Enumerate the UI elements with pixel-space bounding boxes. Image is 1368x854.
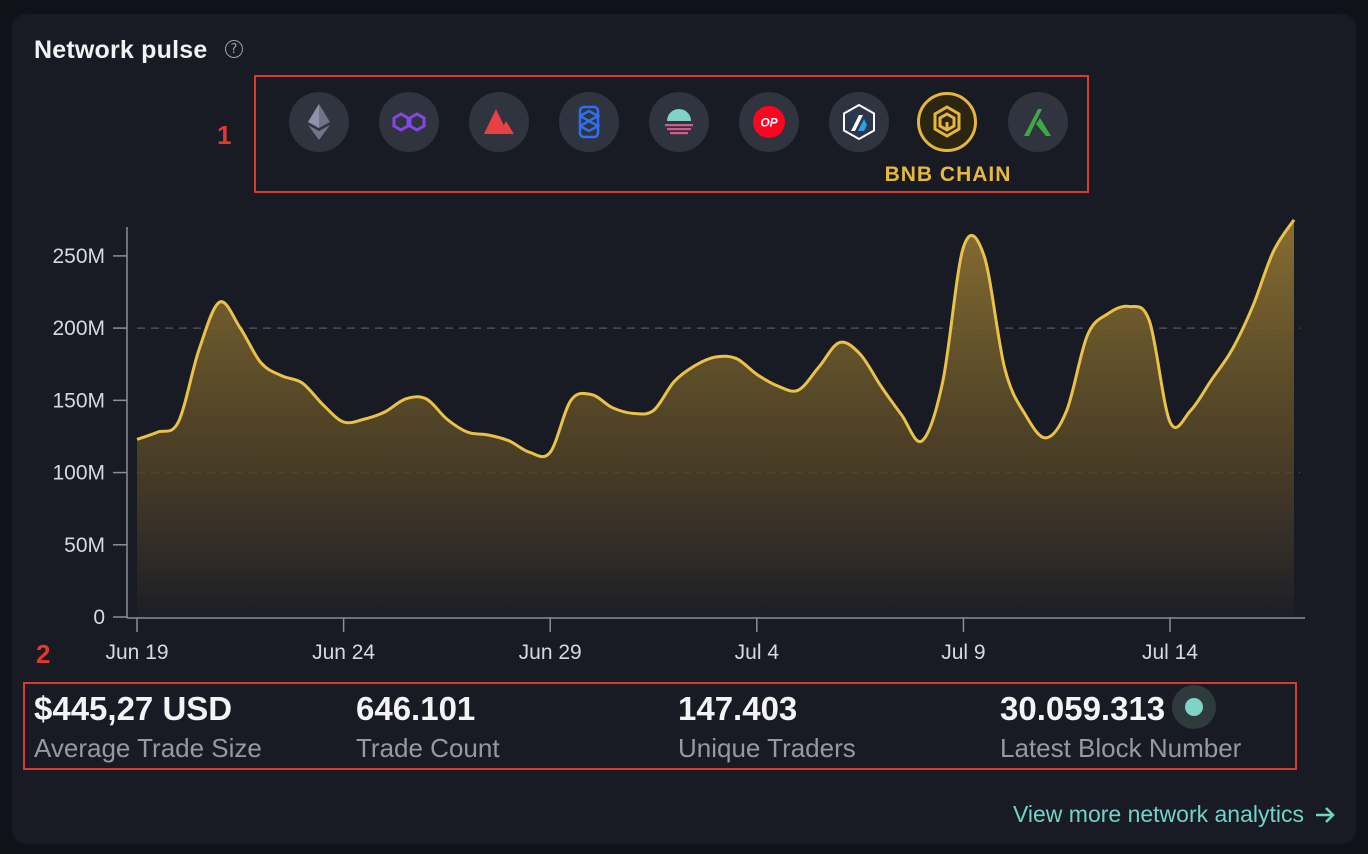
stat-unique-traders-label: Unique Traders: [678, 733, 856, 763]
x-tick-label-3: Jul 4: [735, 641, 780, 664]
celo-icon: [665, 109, 693, 135]
stat-latest-block-label: Latest Block Number: [1000, 733, 1242, 763]
chain-arbitrum-button[interactable]: [829, 92, 889, 152]
annotation-box-stats: [23, 682, 1297, 770]
y-tick-label-5: 250M: [52, 245, 105, 268]
x-tick-label-0: Jun 19: [105, 641, 168, 664]
arrow-right-icon: [1316, 806, 1335, 823]
annotation-box-chains: [254, 75, 1089, 193]
polygon-icon: [392, 112, 426, 132]
stat-average-trade-size-label: Average Trade Size: [34, 733, 262, 763]
view-more-analytics-label: View more network analytics: [1012, 801, 1304, 827]
y-tick-label-0: 0: [93, 606, 105, 629]
selected-chain-label: BNB CHAIN: [884, 163, 1012, 186]
y-tick-label-3: 150M: [52, 389, 105, 412]
x-tick-label-1: Jun 24: [312, 641, 375, 664]
y-tick-label-2: 100M: [52, 462, 105, 485]
fantom-icon: [578, 105, 601, 139]
avalanche-icon: [484, 109, 514, 134]
stat-unique-traders-value: 147.403: [678, 690, 798, 727]
annotation-number-2: 2: [36, 639, 51, 669]
optimism-icon: OP: [753, 106, 785, 138]
chain-fantom-button[interactable]: [559, 92, 619, 152]
chain-celo-button[interactable]: [649, 92, 709, 152]
chain-bnb-button[interactable]: [917, 92, 977, 152]
algorand-icon: [1024, 109, 1051, 136]
x-tick-label-4: Jul 9: [941, 641, 985, 664]
view-more-analytics-link[interactable]: View more network analytics: [1013, 801, 1336, 828]
stat-trade-count-value: 646.101: [356, 690, 476, 727]
y-tick-label-1: 50M: [64, 534, 105, 557]
chain-optimism-button[interactable]: OP: [739, 92, 799, 152]
optimism-text: OP: [760, 116, 778, 130]
chain-avalanche-button[interactable]: [469, 92, 529, 152]
stat-latest-block-value: 30.059.313: [1000, 690, 1166, 727]
help-icon[interactable]: ?: [225, 40, 243, 58]
x-tick-label-5: Jul 14: [1142, 641, 1198, 664]
chart-series-line: [136, 218, 1296, 459]
live-indicator-icon: [1172, 685, 1216, 729]
chart-area-fill: [137, 219, 1294, 617]
x-tick-label-2: Jun 29: [519, 641, 582, 664]
annotation-number-1: 1: [217, 120, 232, 150]
chain-algorand-button[interactable]: [1008, 92, 1068, 152]
chain-ethereum-button[interactable]: [289, 92, 349, 152]
arbitrum-icon: [843, 103, 875, 141]
stat-average-trade-size-value: $445,27 USD: [34, 690, 233, 727]
bnb-chain-icon: [933, 105, 961, 138]
chain-polygon-button[interactable]: [379, 92, 439, 152]
y-tick-label-4: 200M: [52, 317, 105, 340]
page-title: Network pulse: [34, 36, 208, 64]
ethereum-icon: [308, 104, 330, 140]
stat-trade-count-label: Trade Count: [356, 733, 500, 763]
